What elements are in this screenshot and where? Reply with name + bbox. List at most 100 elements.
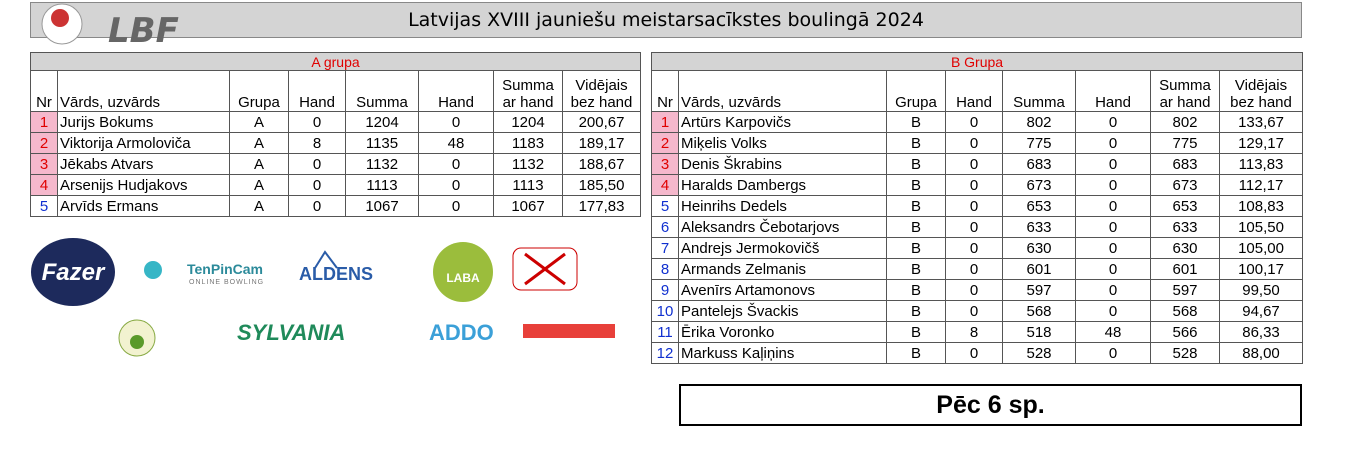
rank: 8 xyxy=(651,258,679,280)
cell: 133,67 xyxy=(1218,111,1304,133)
cell: 0 xyxy=(1075,111,1151,133)
sponsor: ONLINE BOWLING xyxy=(189,279,264,286)
sponsors: Fazer TenPinCam ONLINE BOWLING ALDENS LA… xyxy=(31,238,615,357)
cell: A xyxy=(229,195,289,217)
cell: 0 xyxy=(1075,279,1151,301)
header-text: Vārds, uzvārds xyxy=(60,94,161,111)
rank: 12 xyxy=(651,342,679,364)
cell: 601 xyxy=(1150,258,1220,280)
cell: 601 xyxy=(1002,258,1076,280)
addo-bar xyxy=(523,324,615,338)
cell: 0 xyxy=(1075,195,1151,217)
cell: 630 xyxy=(1150,237,1220,259)
rank: 2 xyxy=(30,132,58,154)
cell: B xyxy=(886,195,946,217)
cell: 0 xyxy=(1075,237,1151,259)
cell: 775 xyxy=(1002,132,1076,154)
cell: B xyxy=(886,279,946,301)
cell: 633 xyxy=(1002,216,1076,238)
data-row: 9 Avenīrs Artamonovs B 0 597 0 597 99,50 xyxy=(651,279,1304,301)
rank: 1 xyxy=(651,111,679,133)
header-text: Vidējais xyxy=(1234,77,1288,94)
header-cell: Hand xyxy=(288,70,346,112)
cell: 1113 xyxy=(345,174,419,196)
cell: B xyxy=(886,342,946,364)
header-cell: Hand xyxy=(1075,70,1151,112)
data-row: 10 Pantelejs Švackis B 0 568 0 568 94,67 xyxy=(651,300,1304,322)
cell: Aleksandrs Čebotarjovs xyxy=(678,216,887,238)
cell: 88,00 xyxy=(1218,342,1304,364)
header-cell: Hand xyxy=(945,70,1003,112)
rank: 3 xyxy=(30,153,58,175)
cell: 528 xyxy=(1002,342,1076,364)
cell: 0 xyxy=(945,279,1003,301)
sponsor: LABA xyxy=(446,271,480,285)
group-table: B Grupa Nr Vārds, uzvārds Grupa Hand Summa Han… xyxy=(650,52,1304,364)
header-text: Hand xyxy=(956,94,992,111)
header-text: Nr xyxy=(657,94,673,111)
cell: Haralds Dambergs xyxy=(678,174,887,196)
rank: 3 xyxy=(651,153,679,175)
tenpin-x xyxy=(524,252,566,286)
header-text: Summa xyxy=(1013,94,1065,111)
data-row: 4 Haralds Dambergs B 0 673 0 673 112,17 xyxy=(651,174,1304,196)
data-row: 8 Armands Zelmanis B 0 601 0 601 100,17 xyxy=(651,258,1304,280)
title: Latvijas XVIII jauniešu meistarsacīkstes… xyxy=(408,9,924,31)
cell: 185,50 xyxy=(561,174,642,196)
footer-box: Pēc 6 sp. xyxy=(679,384,1302,426)
data-row: 12 Markuss Kaļiņins B 0 528 0 528 88,00 xyxy=(651,342,1304,364)
cell: 0 xyxy=(945,300,1003,322)
cell: Jēkabs Atvars xyxy=(57,153,230,175)
header-text: Grupa xyxy=(895,94,937,111)
header-text: Hand xyxy=(299,94,335,111)
header-text: bez hand xyxy=(1230,94,1292,111)
cell: 177,83 xyxy=(561,195,642,217)
cell: B xyxy=(886,216,946,238)
cell: B xyxy=(886,321,946,343)
header-text: Summa xyxy=(502,77,554,94)
rank: 5 xyxy=(651,195,679,217)
cell: 0 xyxy=(288,195,346,217)
cell: A xyxy=(229,132,289,154)
cell: 630 xyxy=(1002,237,1076,259)
header-row: Nr Vārds, uzvārds Grupa Hand Summa Hand Summa a… xyxy=(651,70,1304,112)
cell: B xyxy=(886,300,946,322)
header-cell: Summa xyxy=(345,70,419,112)
sponsor: SYLVANIA xyxy=(237,320,345,345)
data-row: 1 Artūrs Karpovičs B 0 802 0 802 133,67 xyxy=(651,111,1304,133)
cell: Armands Zelmanis xyxy=(678,258,887,280)
rank: 5 xyxy=(30,195,58,217)
group-title-row: B Grupa xyxy=(650,52,1304,71)
small-logo-ball xyxy=(130,335,144,349)
cell: Andrejs Jermokovičš xyxy=(678,237,887,259)
cell: 673 xyxy=(1150,174,1220,196)
lbf-logo: LBF xyxy=(41,3,179,48)
cell: Artūrs Karpovičs xyxy=(678,111,887,133)
header-text: Nr xyxy=(36,94,52,111)
group-title: B Grupa xyxy=(650,52,1304,71)
cell: B xyxy=(886,237,946,259)
cell: A xyxy=(229,111,289,133)
cell: 0 xyxy=(945,237,1003,259)
cell: 105,50 xyxy=(1218,216,1304,238)
cell: 0 xyxy=(288,111,346,133)
cell: 0 xyxy=(1075,174,1151,196)
cell: 0 xyxy=(945,216,1003,238)
header-text: Vārds, uzvārds xyxy=(681,94,782,111)
cell: Arsenijs Hudjakovs xyxy=(57,174,230,196)
cell: 568 xyxy=(1002,300,1076,322)
cell: 8 xyxy=(945,321,1003,343)
header-cell: Vārds, uzvārds xyxy=(57,70,230,112)
header-cell: Hand xyxy=(418,70,494,112)
header-cell: Summa ar hand xyxy=(1150,70,1220,112)
cell: 775 xyxy=(1150,132,1220,154)
sponsor: ADDO xyxy=(429,320,494,345)
data-row: 5 Heinrihs Dedels B 0 653 0 653 108,83 xyxy=(651,195,1304,217)
sponsor: Fazer xyxy=(42,259,106,286)
rank: 4 xyxy=(651,174,679,196)
header-text: ar hand xyxy=(1159,94,1211,111)
cell: 8 xyxy=(288,132,346,154)
cell: 1183 xyxy=(493,132,563,154)
group-title: A grupa xyxy=(29,52,642,71)
